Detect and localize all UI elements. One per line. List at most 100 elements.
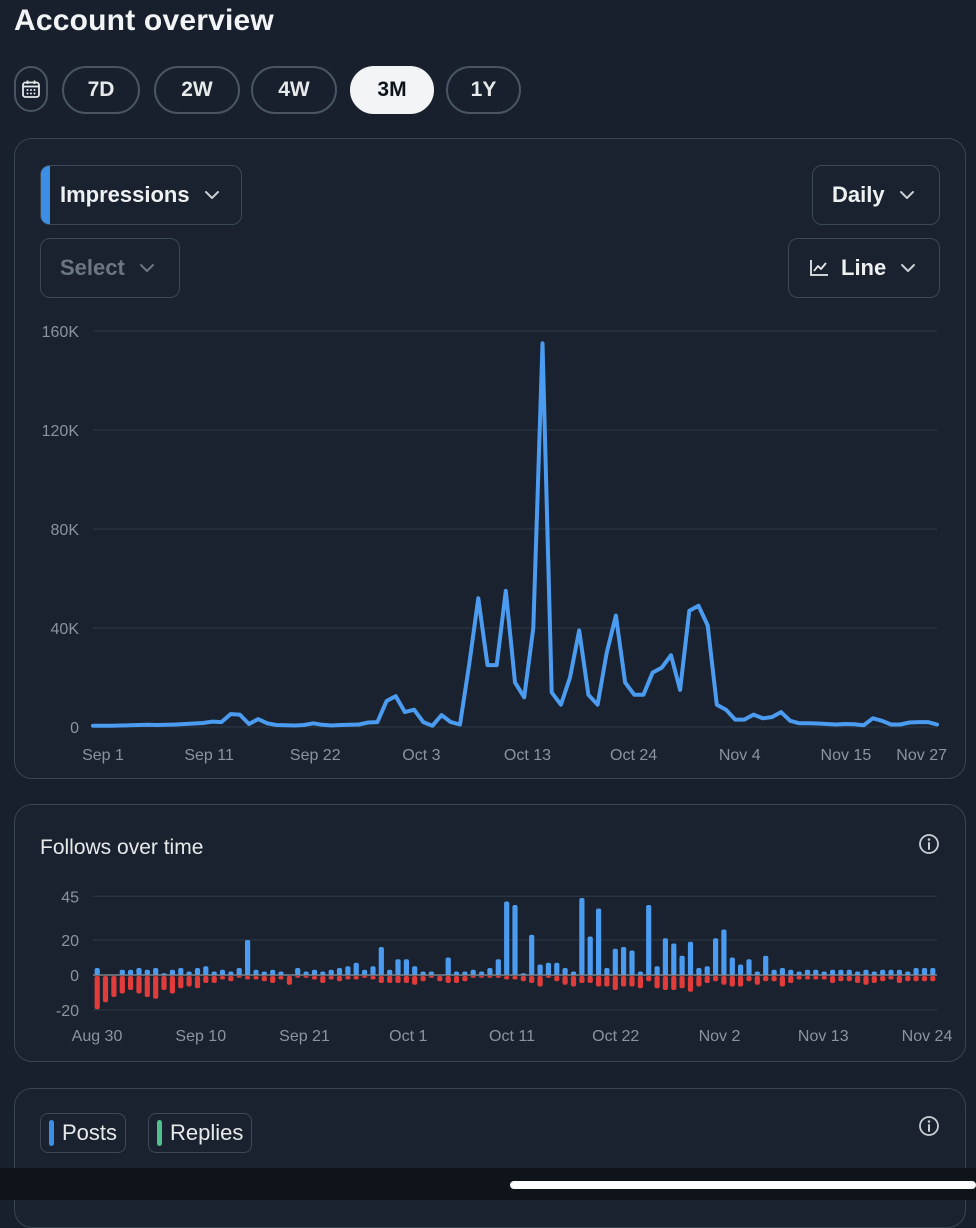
unfollows-bar xyxy=(378,976,384,983)
follows-bar xyxy=(921,968,928,975)
range-7d-button[interactable]: 7D xyxy=(62,66,140,114)
unfollows-bar xyxy=(245,976,251,980)
follows-bar xyxy=(821,971,827,975)
posts-tag[interactable]: Posts xyxy=(40,1113,127,1153)
content-breakdown-card: Posts Replies xyxy=(14,1088,966,1228)
unfollows-bar xyxy=(621,976,627,987)
follows-bar xyxy=(203,966,209,976)
unfollows-bar xyxy=(253,976,259,980)
info-icon[interactable] xyxy=(918,1115,940,1137)
follows-bar xyxy=(211,971,217,975)
follows-bar xyxy=(236,968,242,975)
unfollows-bar xyxy=(579,976,585,983)
unfollows-bar xyxy=(286,976,292,985)
y-tick-label: 120K xyxy=(42,423,80,440)
follows-bar xyxy=(512,905,518,975)
follows-bar xyxy=(370,966,376,976)
x-tick-label: Sep 1 xyxy=(82,747,124,764)
unfollows-bar xyxy=(654,976,660,989)
secondary-metric-dropdown[interactable]: Select xyxy=(40,238,180,298)
line-chart-icon xyxy=(809,259,829,277)
unfollows-bar xyxy=(754,976,760,985)
unfollows-bar xyxy=(353,976,359,980)
follows-bar xyxy=(245,940,251,975)
y-tick-label: 40K xyxy=(51,621,80,638)
follows-bar xyxy=(863,969,869,976)
follows-bar xyxy=(846,969,852,976)
range-3m-button[interactable]: 3M xyxy=(350,66,434,114)
follows-bar xyxy=(453,971,460,975)
follows-bar xyxy=(746,959,752,976)
follows-bar xyxy=(779,968,785,975)
follows-bar xyxy=(420,971,426,975)
unfollows-bar xyxy=(178,976,184,989)
calendar-icon xyxy=(22,80,40,98)
follows-bar xyxy=(495,959,501,976)
follows-bar xyxy=(654,966,660,976)
unfollows-bar xyxy=(771,976,777,982)
unfollows-bar xyxy=(403,976,409,983)
y-tick-label: 0 xyxy=(70,968,79,985)
chart-type-dropdown[interactable]: Line xyxy=(788,238,940,298)
info-icon[interactable] xyxy=(918,833,940,855)
unfollows-bar xyxy=(119,976,125,994)
posts-color-indicator xyxy=(49,1120,54,1146)
unfollows-bar xyxy=(596,976,602,987)
unfollows-bar xyxy=(453,976,460,983)
x-tick-label: Oct 13 xyxy=(504,747,551,764)
range-1y-button[interactable]: 1Y xyxy=(446,66,521,114)
unfollows-bar xyxy=(888,976,894,980)
follows-chart: 45 20 0 -20 Aug 30 Sep 10 Sep 21 Oct 1 Oct 11 Oct… xyxy=(56,889,953,1045)
follows-bar xyxy=(804,969,811,976)
follows-bar xyxy=(679,955,685,976)
follows-bar xyxy=(687,941,694,976)
unfollows-bar xyxy=(679,976,685,989)
unfollows-bar xyxy=(788,976,794,983)
follows-bar xyxy=(612,948,618,976)
follows-bar xyxy=(403,959,409,976)
follows-bar xyxy=(303,971,309,975)
follows-bar xyxy=(136,968,142,975)
follows-bar xyxy=(554,962,560,976)
unfollows-bar xyxy=(144,976,150,997)
unfollows-bar xyxy=(612,976,618,990)
unfollows-bar xyxy=(203,976,209,983)
follows-bar xyxy=(796,971,802,975)
range-2w-button[interactable]: 2W xyxy=(154,66,240,114)
follows-bar xyxy=(270,969,276,976)
impressions-card: Impressions Select Daily Line 0 40K 80K 120… xyxy=(14,138,966,779)
unfollows-bar xyxy=(554,976,560,982)
unfollows-bar xyxy=(328,976,334,980)
range-4w-button[interactable]: 4W xyxy=(251,66,337,114)
follows-bar xyxy=(144,969,150,976)
unfollows-bar xyxy=(295,976,301,978)
follows-bar xyxy=(537,964,543,975)
x-tick-label: Oct 11 xyxy=(489,1028,535,1045)
follows-bar xyxy=(913,968,919,975)
follows-bar xyxy=(336,968,343,975)
follows-bar xyxy=(261,971,267,975)
follows-bar xyxy=(328,969,334,976)
metric-dropdown[interactable]: Impressions xyxy=(40,165,242,225)
replies-tag[interactable]: Replies xyxy=(148,1113,253,1153)
unfollows-bar xyxy=(821,976,827,980)
unfollows-bar xyxy=(111,976,117,997)
unfollows-bar xyxy=(278,976,284,980)
follows-bar xyxy=(771,969,777,976)
unfollows-bar xyxy=(153,976,159,999)
unfollows-bar xyxy=(504,976,510,980)
home-indicator[interactable] xyxy=(510,1181,976,1189)
interval-dropdown[interactable]: Daily xyxy=(812,165,940,225)
calendar-button[interactable] xyxy=(14,66,48,112)
follows-bar xyxy=(395,959,401,976)
follows-bar xyxy=(570,971,577,975)
follows-bar xyxy=(462,971,468,975)
follows-bar xyxy=(128,969,134,976)
x-tick-label: Sep 11 xyxy=(184,747,234,764)
unfollows-bar xyxy=(512,976,518,980)
unfollows-bar xyxy=(395,976,401,983)
follows-bar xyxy=(169,969,175,976)
unfollows-bar xyxy=(804,976,811,980)
unfollows-bar xyxy=(529,976,535,983)
follows-bar xyxy=(896,969,902,976)
